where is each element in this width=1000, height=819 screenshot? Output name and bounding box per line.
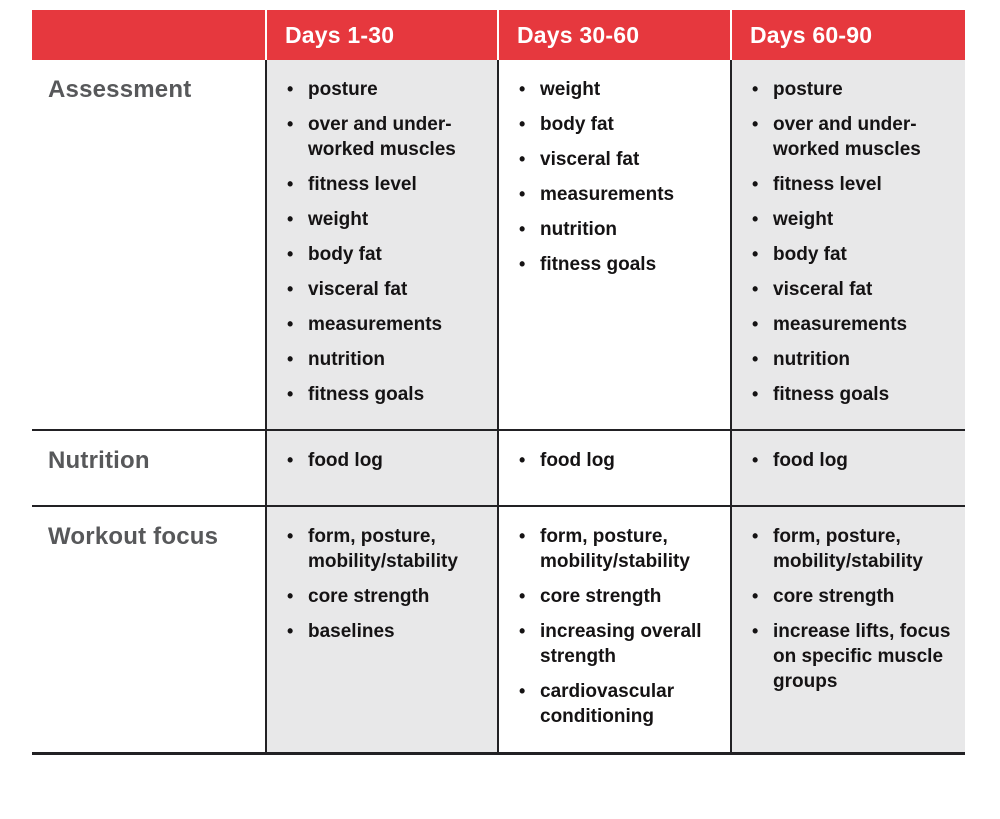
bullet-list: food log [517, 448, 720, 473]
column-header-days-1-30: Days 1-30 [265, 10, 497, 60]
column-header-days-30-60: Days 30-60 [497, 10, 730, 60]
row-label-nutrition: Nutrition [32, 431, 265, 505]
cell-nutrition-days-1-30: food log [265, 431, 497, 505]
table-row-nutrition: Nutrition food log food log food log [32, 429, 965, 505]
bullet-item: cardiovascular conditioning [517, 679, 720, 729]
bullet-item: body fat [285, 242, 487, 267]
bullet-item: posture [750, 77, 955, 102]
bullet-item: form, posture, mobility/stability [750, 524, 955, 574]
bullet-item: core strength [750, 584, 955, 609]
bullet-item: over and under-worked muscles [285, 112, 487, 162]
bullet-item: fitness level [750, 172, 955, 197]
bullet-item: nutrition [517, 217, 720, 242]
bullet-item: visceral fat [285, 277, 487, 302]
table-header-row: Days 1-30 Days 30-60 Days 60-90 [32, 10, 965, 60]
cell-workout-days-1-30: form, posture, mobility/stability core st… [265, 507, 497, 752]
program-phase-table: Days 1-30 Days 30-60 Days 60-90 Assessme… [32, 10, 965, 755]
bullet-item: increasing overall strength [517, 619, 720, 669]
cell-assessment-days-1-30: posture over and under-worked muscles fitn… [265, 60, 497, 429]
bullet-list: food log [285, 448, 487, 473]
bullet-list: food log [750, 448, 955, 473]
bullet-item: core strength [285, 584, 487, 609]
bullet-item: visceral fat [517, 147, 720, 172]
bullet-item: fitness level [285, 172, 487, 197]
cell-nutrition-days-60-90: food log [730, 431, 965, 505]
bullet-item: increase lifts, focus on specific muscle… [750, 619, 955, 694]
bullet-list: form, posture, mobility/stability core st… [517, 524, 720, 729]
cell-assessment-days-30-60: weight body fat visceral fat measurements nu… [497, 60, 730, 429]
bullet-item: weight [750, 207, 955, 232]
bullet-item: measurements [517, 182, 720, 207]
bullet-item: food log [517, 448, 720, 473]
bullet-item: posture [285, 77, 487, 102]
column-header-days-60-90: Days 60-90 [730, 10, 965, 60]
bullet-item: nutrition [285, 347, 487, 372]
bullet-item: food log [285, 448, 487, 473]
bullet-list: posture over and under-worked muscles fitn… [285, 77, 487, 407]
bullet-item: weight [285, 207, 487, 232]
bullet-item: core strength [517, 584, 720, 609]
bullet-item: measurements [750, 312, 955, 337]
column-header-blank [32, 10, 265, 60]
cell-workout-days-30-60: form, posture, mobility/stability core st… [497, 507, 730, 752]
table-row-assessment: Assessment posture over and under-worked … [32, 60, 965, 429]
bullet-item: fitness goals [517, 252, 720, 277]
bullet-item: fitness goals [750, 382, 955, 407]
row-label-workout-focus: Workout focus [32, 507, 265, 752]
bullet-item: visceral fat [750, 277, 955, 302]
row-label-assessment: Assessment [32, 60, 265, 429]
bullet-list: form, posture, mobility/stability core st… [750, 524, 955, 694]
bullet-item: body fat [750, 242, 955, 267]
bullet-item: baselines [285, 619, 487, 644]
cell-workout-days-60-90: form, posture, mobility/stability core st… [730, 507, 965, 752]
bullet-item: form, posture, mobility/stability [285, 524, 487, 574]
bullet-list: posture over and under-worked muscles fitn… [750, 77, 955, 407]
bullet-item: body fat [517, 112, 720, 137]
bullet-item: measurements [285, 312, 487, 337]
bullet-item: nutrition [750, 347, 955, 372]
bullet-item: fitness goals [285, 382, 487, 407]
cell-nutrition-days-30-60: food log [497, 431, 730, 505]
bullet-list: form, posture, mobility/stability core st… [285, 524, 487, 644]
bullet-list: weight body fat visceral fat measurements nu… [517, 77, 720, 277]
bullet-item: over and under-worked muscles [750, 112, 955, 162]
bullet-item: weight [517, 77, 720, 102]
bullet-item: food log [750, 448, 955, 473]
bullet-item: form, posture, mobility/stability [517, 524, 720, 574]
cell-assessment-days-60-90: posture over and under-worked muscles fitn… [730, 60, 965, 429]
table-row-workout-focus: Workout focus form, posture, mobility/st… [32, 505, 965, 752]
